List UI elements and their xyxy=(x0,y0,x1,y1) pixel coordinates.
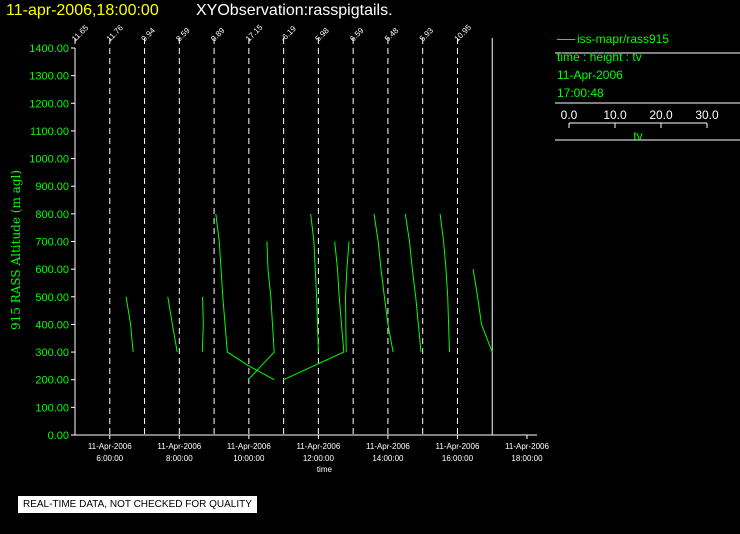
y-tick-label: 1300.00 xyxy=(29,71,69,83)
y-tick-label: 1400.00 xyxy=(29,43,69,55)
offset-label: 5.48 xyxy=(383,26,401,44)
y-tick-label: 800.00 xyxy=(35,209,69,221)
series-line xyxy=(404,213,422,353)
x-tick-time: 10:00:00 xyxy=(233,454,265,463)
legend-series-label: iss-mapr/rass915 xyxy=(577,32,670,46)
y-tick-label: 300.00 xyxy=(35,347,69,359)
offset-label: 17.15 xyxy=(244,23,265,44)
chart-date-title: 11-apr-2006,18:00:00 xyxy=(6,2,159,19)
legend-axes: time : height : tv xyxy=(557,50,642,64)
x-tick-time: 6:00:00 xyxy=(96,454,123,463)
x-tick-date: 11-Apr-2006 xyxy=(366,442,410,451)
x-tick-time: 8:00:00 xyxy=(166,454,193,463)
y-tick-label: 200.00 xyxy=(35,375,69,387)
series-line xyxy=(283,241,345,381)
x-tick-date: 11-Apr-2006 xyxy=(296,442,340,451)
series-line xyxy=(472,269,493,353)
offset-label: 5.93 xyxy=(418,26,436,44)
series-line xyxy=(344,241,350,353)
series-line xyxy=(125,296,134,353)
offset-label: 11.76 xyxy=(105,23,125,43)
x-tick-time: 18:00:00 xyxy=(511,454,543,463)
series-line xyxy=(373,213,394,353)
y-tick-label: 1200.00 xyxy=(29,98,69,110)
y-tick-label: 900.00 xyxy=(35,181,69,193)
legend-line-swatch xyxy=(557,39,575,41)
offset-label: 5.98 xyxy=(313,26,331,44)
offset-label: 10.95 xyxy=(453,23,474,44)
x-tick-date: 11-Apr-2006 xyxy=(227,442,271,451)
offset-label: 0.89 xyxy=(209,26,227,44)
legend-scale-tick-label: 20.0 xyxy=(649,108,673,122)
x-tick-time: 14:00:00 xyxy=(372,454,404,463)
legend: iss-mapr/rass915 time : height : tv 11-A… xyxy=(557,30,669,102)
y-tick-label: 1100.00 xyxy=(30,126,69,138)
chart-observation-title: XYObservation:rasspigtails. xyxy=(196,2,393,19)
y-tick-label: 100.00 xyxy=(35,402,69,414)
x-tick-date: 11-Apr-2006 xyxy=(436,442,480,451)
legend-time: 17:00:48 xyxy=(557,86,604,100)
offset-label: 9.94 xyxy=(140,26,158,44)
y-tick-label: 1000.00 xyxy=(29,154,69,166)
y-tick-label: 400.00 xyxy=(35,319,69,331)
y-axis-label: 915 RASS Altitude (m agl) xyxy=(9,170,23,330)
offset-label: 11.65 xyxy=(70,23,90,43)
series-line xyxy=(439,213,450,353)
y-tick-label: 0.00 xyxy=(48,430,69,442)
legend-scale-tick-label: 0.0 xyxy=(561,108,578,122)
legend-scale-label: tv xyxy=(633,129,642,143)
y-tick-label: 700.00 xyxy=(35,237,69,249)
offset-label: 8.59 xyxy=(174,26,192,44)
series-line xyxy=(310,213,319,353)
x-tick-time: 12:00:00 xyxy=(303,454,335,463)
legend-scale-tick-label: 10.0 xyxy=(603,108,627,122)
series-line xyxy=(247,241,275,381)
y-tick-label: 600.00 xyxy=(35,264,69,276)
quality-warning: REAL-TIME DATA, NOT CHECKED FOR QUALITY xyxy=(18,496,257,513)
y-tick-label: 500.00 xyxy=(35,292,69,304)
x-tick-date: 11-Apr-2006 xyxy=(88,442,132,451)
legend-series: iss-mapr/rass915 xyxy=(557,30,669,48)
legend-scale-tick-label: 30.0 xyxy=(695,108,719,122)
x-tick-date: 11-Apr-2006 xyxy=(505,442,549,451)
series-line xyxy=(215,213,275,381)
x-tick-time: 16:00:00 xyxy=(442,454,474,463)
legend-date: 11-Apr-2006 xyxy=(557,68,623,82)
offset-label: -6.19 xyxy=(279,24,299,44)
x-tick-date: 11-Apr-2006 xyxy=(157,442,201,451)
series-line xyxy=(167,296,178,353)
series-line xyxy=(201,296,204,353)
x-axis-label: time xyxy=(317,465,333,474)
offset-label: 6.59 xyxy=(348,26,366,44)
